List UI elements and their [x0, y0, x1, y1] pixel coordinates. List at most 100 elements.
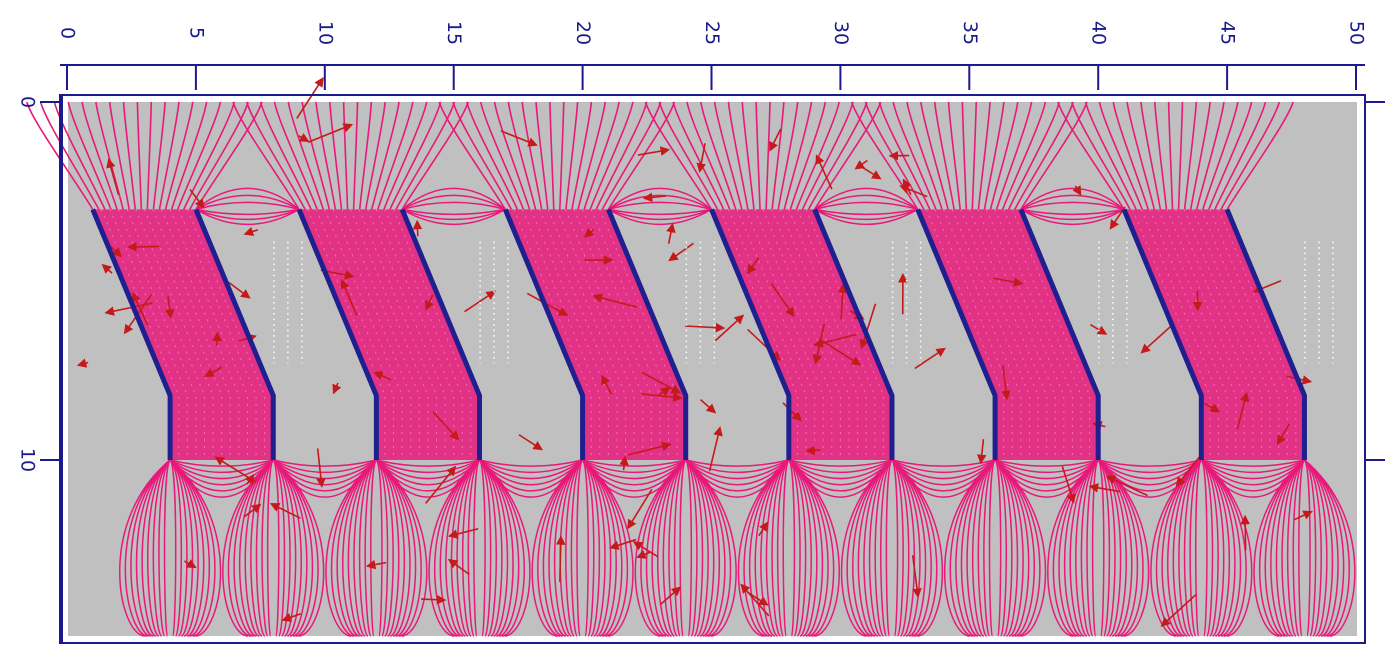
field-vector — [281, 612, 302, 622]
field-vector — [243, 226, 259, 237]
field-line — [375, 459, 400, 637]
field-vector — [1090, 324, 1108, 335]
field-line — [581, 459, 589, 637]
field-line — [1200, 459, 1305, 480]
field-line — [1097, 459, 1122, 637]
field-line — [1226, 101, 1294, 210]
equipotential-lines — [26, 101, 1356, 637]
field-line — [401, 208, 506, 216]
conductor-plate — [1018, 208, 1101, 460]
field-line — [169, 459, 177, 637]
field-vector — [228, 281, 251, 299]
field-line — [466, 101, 519, 210]
field-vector — [819, 338, 862, 366]
field-line — [607, 187, 712, 210]
dense-field-band — [1123, 209, 1305, 460]
field-line — [438, 101, 506, 210]
field-line — [1303, 459, 1311, 637]
conductor-plate — [193, 208, 276, 460]
field-line — [891, 459, 899, 637]
field-line — [395, 101, 456, 210]
dense-field-band — [92, 209, 274, 460]
field-line — [1281, 459, 1305, 637]
conductor-plates — [90, 208, 1307, 460]
field-line — [535, 101, 549, 210]
field-line — [158, 101, 180, 210]
field-vector — [447, 527, 479, 539]
field-line — [169, 459, 188, 637]
field-line — [644, 101, 713, 210]
field-line — [994, 459, 1099, 467]
y-axis: 0 10 — [17, 95, 1385, 643]
field-line — [813, 101, 882, 210]
field-vector — [632, 541, 659, 558]
field-line — [1303, 459, 1350, 637]
field-line — [601, 101, 662, 210]
field-vector — [627, 441, 672, 456]
field-line — [195, 208, 300, 226]
field-line — [1075, 459, 1099, 637]
field-line — [39, 101, 100, 210]
field-line — [933, 101, 955, 210]
field-vector — [914, 347, 946, 370]
field-line — [1303, 459, 1317, 637]
field-line — [582, 459, 687, 492]
field-line — [994, 459, 1099, 498]
field-line — [971, 101, 978, 210]
field-line — [250, 459, 274, 637]
field-line — [608, 201, 712, 211]
field-line — [195, 201, 300, 211]
field-line — [994, 459, 1019, 637]
field-vector — [340, 278, 358, 316]
field-vector — [805, 445, 821, 456]
field-line — [1189, 459, 1202, 637]
field-line — [1303, 459, 1345, 637]
field-line — [920, 101, 949, 210]
field-line — [1001, 101, 1047, 210]
field-line — [401, 201, 506, 211]
field-line — [685, 459, 790, 474]
x-tick-label: 5 — [185, 27, 207, 39]
conductor-plate — [90, 208, 173, 460]
field-line — [783, 101, 813, 210]
field-line — [1097, 459, 1111, 637]
field-line — [272, 459, 297, 637]
field-line — [272, 459, 377, 474]
field-line — [375, 459, 481, 492]
field-line — [685, 459, 790, 480]
field-line — [892, 101, 937, 210]
field-line — [507, 101, 537, 210]
field-line — [1097, 459, 1202, 498]
dense-field-band — [711, 209, 892, 460]
field-vector — [859, 303, 877, 350]
field-line — [700, 101, 737, 210]
field-line — [994, 459, 1099, 492]
field-line — [685, 459, 790, 486]
field-line — [461, 459, 480, 637]
field-line — [595, 101, 648, 210]
field-vector — [189, 189, 205, 209]
field-line — [1020, 208, 1125, 216]
field-line — [685, 459, 790, 467]
conductor-plate — [296, 208, 379, 460]
field-line — [1200, 459, 1208, 637]
field-line — [795, 101, 840, 210]
field-line — [581, 459, 687, 498]
field-vector — [609, 538, 637, 550]
field-line — [266, 459, 274, 637]
conductor-plate — [812, 208, 895, 460]
field-line — [169, 459, 274, 474]
field-line — [1214, 101, 1267, 210]
field-line — [273, 101, 318, 210]
field-line — [1097, 459, 1202, 474]
field-line — [141, 459, 171, 637]
field-line — [81, 101, 118, 210]
field-line — [272, 459, 286, 637]
field-line — [1098, 101, 1143, 210]
field-line — [685, 459, 704, 637]
field-vector — [106, 158, 120, 196]
field-line — [549, 101, 555, 210]
conductor-plate — [915, 208, 998, 460]
field-line — [315, 101, 337, 210]
field-vector — [298, 133, 310, 142]
